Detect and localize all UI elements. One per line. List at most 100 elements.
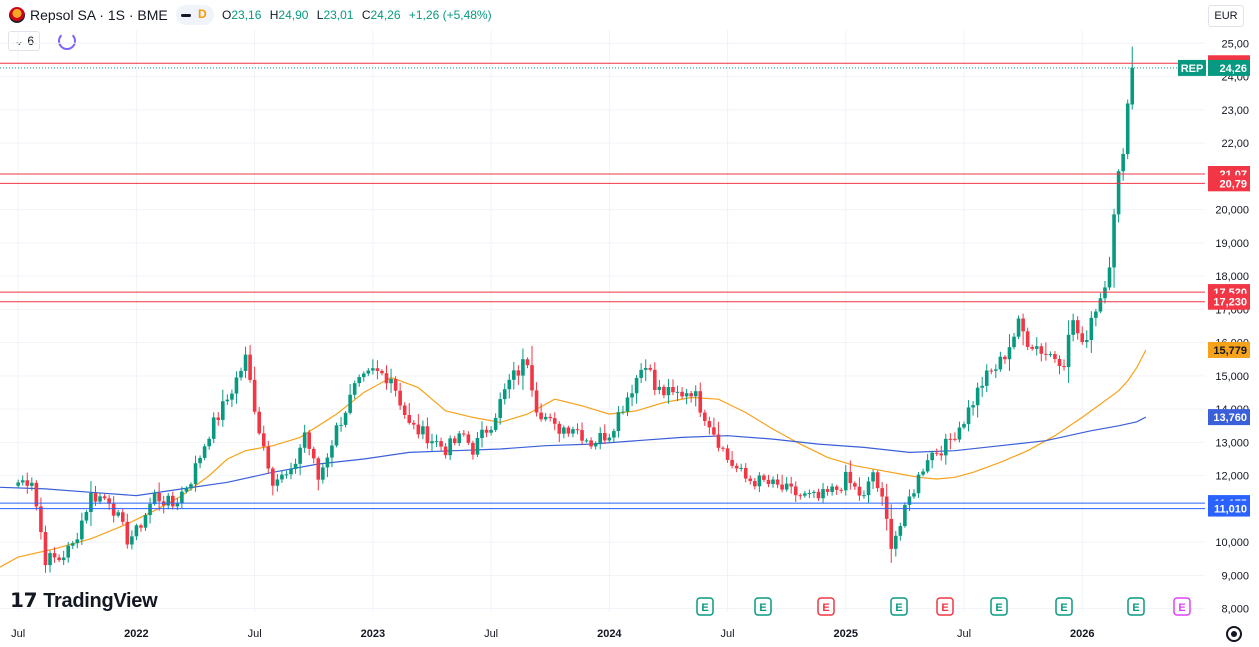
earnings-marker-label: E xyxy=(759,602,766,614)
candle-body xyxy=(675,391,680,393)
earnings-marker xyxy=(936,597,954,616)
candle-body xyxy=(616,412,621,432)
candle-body xyxy=(998,356,1003,370)
candle-body xyxy=(411,422,416,425)
price-tag-label: 20,79 xyxy=(1219,178,1247,190)
candle-body xyxy=(193,463,198,485)
candle-body xyxy=(903,504,907,527)
currency-button[interactable]: EUR xyxy=(1208,5,1244,27)
candle-body xyxy=(734,465,739,469)
candle-body xyxy=(170,495,175,507)
candle-body xyxy=(207,438,211,447)
candle-body xyxy=(771,479,775,484)
price-axis[interactable]: 8,0009,00010,00011,00012,00013,00014,000… xyxy=(1215,38,1249,615)
candle-body xyxy=(957,427,962,440)
candle-body xyxy=(893,535,898,549)
y-tick-label: 19,000 xyxy=(1215,238,1249,250)
candle-body xyxy=(1098,298,1103,312)
candle-body xyxy=(1066,334,1071,368)
candle-body xyxy=(721,447,725,449)
candle-body xyxy=(525,359,530,366)
indicators-collapse-button[interactable]: ⌄ 6 xyxy=(8,31,40,51)
candle-body xyxy=(216,417,221,420)
candle-body xyxy=(462,433,466,435)
candle-body xyxy=(1016,318,1021,337)
candle-body xyxy=(662,386,666,396)
earnings-marker-label: E xyxy=(822,602,829,614)
candle-body xyxy=(580,430,584,441)
candle-body xyxy=(202,446,207,458)
candle-body xyxy=(866,481,871,496)
candle-body xyxy=(1044,353,1048,355)
candle-body xyxy=(248,354,252,380)
candle-body xyxy=(1025,331,1030,347)
candle-body xyxy=(971,405,975,408)
candle-body xyxy=(334,425,339,446)
symbol-tag-label: REP xyxy=(1181,63,1204,75)
candle-body xyxy=(925,460,930,472)
candle-body xyxy=(666,387,671,396)
candle-body xyxy=(371,368,375,371)
tradingview-logo[interactable]: 𝟭𝟳 TradingView xyxy=(10,588,158,613)
candle-body xyxy=(180,491,184,503)
candle-body xyxy=(798,495,803,497)
high-label: H xyxy=(269,8,279,22)
candle-body xyxy=(480,429,484,439)
candle-body xyxy=(648,368,653,370)
candle-body xyxy=(557,423,562,434)
candle-body xyxy=(384,373,389,384)
candle-body xyxy=(489,429,493,433)
candle-body xyxy=(166,495,171,506)
candle-body xyxy=(507,379,512,390)
candle-body xyxy=(425,426,430,444)
close-value: 24,26 xyxy=(370,8,401,22)
candle-body xyxy=(448,438,452,456)
candle-body xyxy=(930,452,934,461)
candle-body xyxy=(730,459,734,466)
candle-body xyxy=(398,390,402,406)
data-mode-toggle[interactable]: D xyxy=(176,5,214,25)
price-tag-label: 17,230 xyxy=(1213,297,1247,309)
candle-body xyxy=(907,496,912,505)
candle-body xyxy=(748,478,753,481)
repsol-logo-icon xyxy=(9,7,25,23)
candle-body xyxy=(493,417,498,430)
time-axis[interactable]: Jul 2022 Jul 2023 Jul 2024 Jul 2025 Jul 2026 xyxy=(11,628,1094,640)
candle-body xyxy=(130,536,134,545)
candle-body xyxy=(1062,366,1066,368)
candle-body xyxy=(739,467,743,469)
candle-body xyxy=(30,482,34,486)
x-tick-label: 2024 xyxy=(597,628,622,640)
candle-body xyxy=(630,393,634,398)
earnings-marker xyxy=(890,597,908,616)
candle-body xyxy=(1103,287,1107,299)
candle-body xyxy=(34,482,39,507)
horizontal-lines[interactable] xyxy=(0,62,1205,510)
candle-body xyxy=(211,417,216,439)
candle-body xyxy=(593,442,598,447)
earnings-marker-label: E xyxy=(895,602,902,614)
symbol-title[interactable]: Repsol SA · 1S · BME xyxy=(30,7,168,23)
candle-body xyxy=(139,525,143,528)
candle-body xyxy=(934,452,939,454)
refresh-icon[interactable] xyxy=(58,32,76,50)
candle-body xyxy=(853,483,857,487)
candle-body xyxy=(543,416,548,420)
price-tag-bg xyxy=(1208,293,1250,310)
candle-body xyxy=(330,445,334,458)
gear-icon[interactable] xyxy=(1226,626,1242,642)
candle-body xyxy=(834,486,839,490)
candle-body xyxy=(539,412,543,420)
candle-body xyxy=(189,484,193,489)
candle-body xyxy=(712,427,716,435)
candle-body xyxy=(693,391,698,397)
earnings-marker-label: E xyxy=(995,602,1002,614)
low-label: L xyxy=(316,8,324,22)
candle-body xyxy=(621,411,625,413)
y-tick-label: 22,00 xyxy=(1221,138,1249,150)
candle-body xyxy=(1094,311,1098,318)
candle-body xyxy=(803,493,807,496)
candle-body xyxy=(289,468,293,475)
